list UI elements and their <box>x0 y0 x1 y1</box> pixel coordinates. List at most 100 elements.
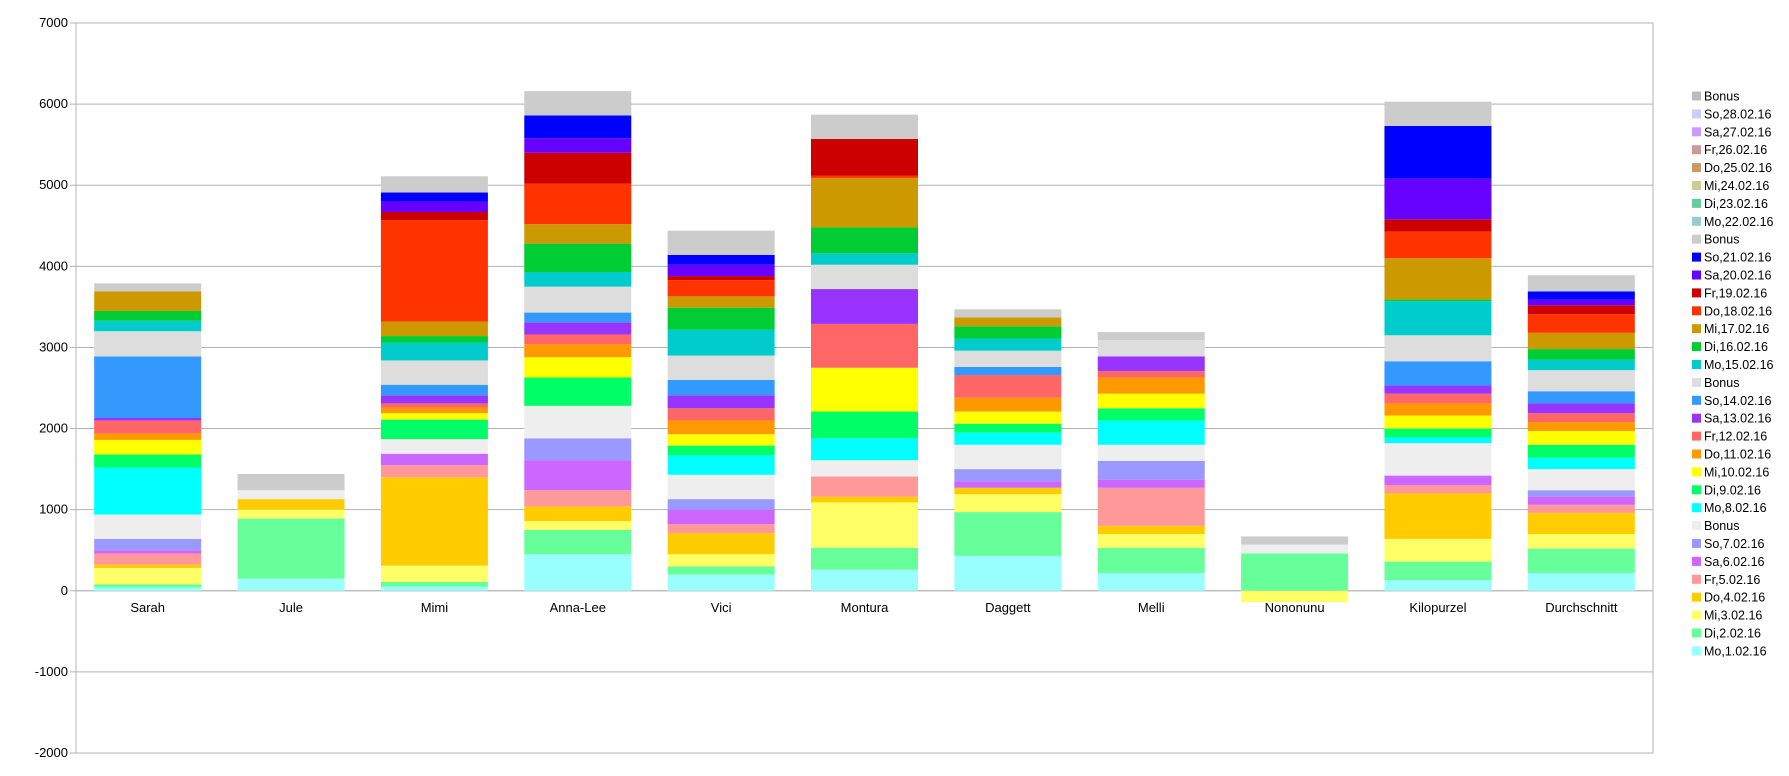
bar-segment <box>1527 572 1635 591</box>
bar-segment <box>1097 572 1205 591</box>
legend-label: Bonus <box>1704 376 1739 390</box>
bar-segment <box>667 420 775 435</box>
bar-segment <box>811 323 918 368</box>
y-tick-label: 1000 <box>39 502 68 517</box>
legend-swatch <box>1692 216 1701 226</box>
legend-swatch <box>1692 574 1701 584</box>
bar-segment <box>667 474 775 500</box>
bar-segment <box>1384 493 1492 539</box>
bar-segment <box>1384 178 1492 220</box>
bar-segment <box>1384 485 1492 494</box>
bar-segment <box>811 411 918 439</box>
bar-segment <box>954 317 1062 327</box>
y-tick-label: 7000 <box>39 15 68 30</box>
bar-segment <box>811 253 918 265</box>
bar-segment <box>954 309 1062 318</box>
bar-segment <box>1527 391 1635 404</box>
bar-segment <box>954 350 1062 367</box>
bar-segment <box>667 566 775 575</box>
bar-segment <box>1241 544 1349 554</box>
bar-segment <box>94 439 202 455</box>
category-label: Jule <box>279 600 303 615</box>
bar-segment <box>1384 126 1492 179</box>
bar-segment <box>667 254 775 265</box>
bar-segment <box>1527 504 1635 513</box>
legend-swatch <box>1692 163 1701 173</box>
legend-swatch <box>1692 324 1701 334</box>
legend-label: Mi,3.02.16 <box>1704 609 1762 623</box>
bar-segment <box>94 331 202 357</box>
legend-label: Fr,19.02.16 <box>1704 286 1767 300</box>
bar-segment <box>380 384 488 396</box>
bar-segment <box>524 312 632 323</box>
bar-segment <box>811 569 918 591</box>
bar-segment <box>1527 496 1635 505</box>
bar-segment <box>1384 580 1492 591</box>
bar-segment <box>524 344 632 358</box>
bar-segment <box>524 357 632 378</box>
bar-segment <box>811 175 918 178</box>
bar-segment <box>667 329 775 356</box>
legend-label: Mi,10.02.16 <box>1704 465 1769 479</box>
bar-segment <box>1527 275 1635 292</box>
bar-segment <box>667 307 775 330</box>
bar-segment <box>524 490 632 507</box>
bar-segment <box>667 379 775 396</box>
bar-segment <box>524 334 632 345</box>
bar-segment <box>811 476 918 497</box>
legend-swatch <box>1692 342 1701 352</box>
bar-segment <box>380 321 488 337</box>
bar-segment <box>237 490 345 500</box>
bar-segment <box>667 509 775 525</box>
legend-swatch <box>1692 628 1701 638</box>
legend-label: Do,18.02.16 <box>1704 304 1772 318</box>
bar-segment <box>380 403 488 408</box>
legend-swatch <box>1692 145 1701 155</box>
bar-segment <box>94 564 202 569</box>
bar-segment <box>1527 512 1635 534</box>
legend-label: Mo,22.02.16 <box>1704 215 1774 229</box>
bar-segment <box>380 439 488 454</box>
bar-segment <box>667 296 775 308</box>
bar-segment <box>1097 444 1205 461</box>
bar-segment <box>524 272 632 287</box>
legend-swatch <box>1692 288 1701 298</box>
bar-segment <box>94 310 202 321</box>
bar-segment <box>1527 469 1635 491</box>
legend-label: Di,9.02.16 <box>1704 483 1761 497</box>
bars <box>94 91 1635 603</box>
bar-segment <box>380 360 488 385</box>
bar-segment <box>524 115 632 139</box>
legend-label: Bonus <box>1704 519 1739 533</box>
bar-segment <box>380 176 488 193</box>
bar-segment <box>524 243 632 273</box>
bar-segment <box>94 550 202 554</box>
bar-segment <box>524 506 632 522</box>
category-labels: Sarah Jule Mimi Anna-Lee Vici Montura Daggett M… <box>130 600 1618 615</box>
bar-segment <box>1384 393 1492 404</box>
bar-segment <box>1097 525 1205 534</box>
bar-segment <box>1384 538 1492 562</box>
category-label: Anna-Lee <box>550 600 606 615</box>
legend-swatch <box>1692 395 1701 405</box>
legend-swatch <box>1692 521 1701 531</box>
bar-segment <box>1527 422 1635 431</box>
bar-segment <box>1527 457 1635 470</box>
bar-segment <box>380 581 488 587</box>
bar-segment <box>1384 428 1492 438</box>
bar-segment <box>1384 361 1492 386</box>
bar-segment <box>524 91 632 116</box>
bar-segment <box>1097 340 1205 357</box>
legend-swatch <box>1692 413 1701 423</box>
bar-segment <box>1241 590 1349 603</box>
bar-segment <box>954 375 1062 398</box>
bar-segment <box>1241 553 1349 591</box>
legend-label: Mo,8.02.16 <box>1704 501 1767 515</box>
bar-segment <box>524 438 632 461</box>
y-tick-label: -1000 <box>35 664 68 679</box>
bar-segment <box>380 201 488 212</box>
bar-segment <box>667 499 775 510</box>
bar-segment <box>1097 547 1205 573</box>
legend-swatch <box>1692 234 1701 244</box>
legend-label: Do,25.02.16 <box>1704 161 1772 175</box>
